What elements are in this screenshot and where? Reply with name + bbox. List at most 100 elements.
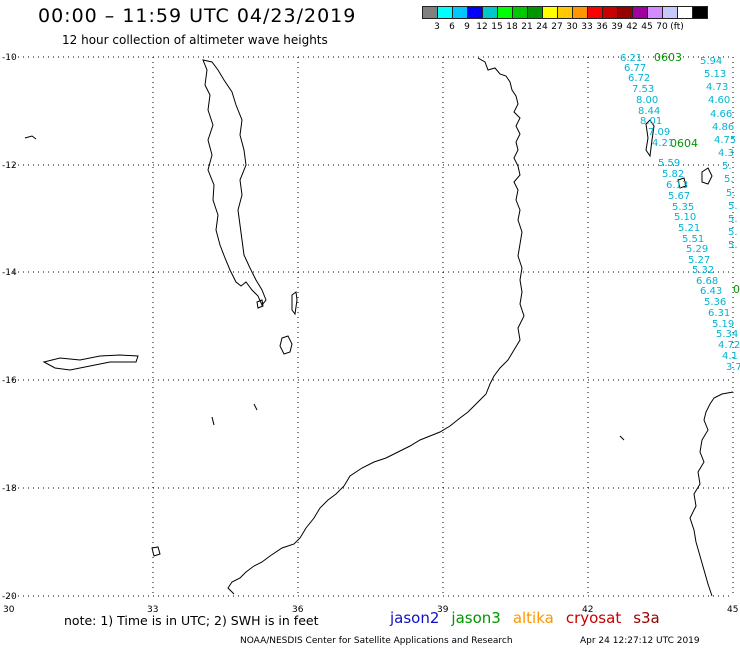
swh-value: 5.	[728, 201, 738, 212]
small-lake-outline	[24, 135, 37, 140]
legend-label: (ft)	[670, 22, 684, 32]
swh-value: 6.68	[696, 276, 718, 287]
swh-value: 5.67	[668, 191, 690, 202]
lon-label: 42	[582, 605, 593, 615]
satellite-name: jason3	[451, 609, 501, 627]
swh-value: 4.21	[652, 138, 674, 149]
swh-value: 4.1	[722, 351, 738, 362]
legend-label: 39	[611, 22, 623, 32]
map-subtitle: 12 hour collection of altimeter wave hei…	[62, 33, 328, 47]
lat-label: -14	[2, 268, 17, 278]
swh-value: 4.72	[718, 340, 740, 351]
islet-outline	[256, 299, 264, 309]
swh-value: 8.44	[638, 106, 660, 117]
map-title: 00:00 – 11:59 UTC 04/23/2019	[38, 5, 357, 27]
comoros-island-outline	[645, 119, 655, 158]
swh-value: 5.29	[686, 244, 708, 255]
swh-value: 6.21	[620, 53, 642, 64]
lat-lon-grid	[8, 56, 734, 597]
mozambique-coastline	[227, 57, 525, 595]
generated-timestamp: Apr 24 12:27:12 UTC 2019	[580, 636, 700, 646]
swh-value: 5.35	[672, 202, 694, 213]
swh-value: 5.51	[682, 234, 704, 245]
lon-label: 30	[3, 605, 15, 615]
comoros-island-outline	[701, 167, 713, 185]
satellite-legend: jason2 jason3 altika cryosat s3a	[390, 609, 672, 627]
track-time-label: 0603	[654, 51, 682, 64]
swh-value: 5.21	[678, 223, 700, 234]
swh-value: 5.	[724, 174, 734, 185]
legend-label: 36	[596, 22, 608, 32]
satellite-name: jason2	[390, 609, 440, 627]
lon-label: 36	[292, 605, 304, 615]
swh-value: 6.13	[666, 180, 688, 191]
islet-outline	[291, 291, 298, 316]
swh-value: 7.53	[632, 84, 654, 95]
legend-label: 6	[449, 22, 455, 32]
swh-track-b: 5.94 5.13 4.73 4.60 4.66 4.86 4.75 4.3 5…	[700, 56, 738, 251]
units-note: note: 1) Time is in UTC; 2) SWH is in fe…	[64, 613, 319, 628]
legend-label: 45	[641, 22, 653, 32]
swh-value: 3.7	[726, 362, 740, 373]
swh-value: 5.	[728, 240, 738, 251]
swh-value: 5.82	[662, 169, 684, 180]
swh-value: 6.43	[700, 286, 722, 297]
legend-label: 12	[476, 22, 488, 32]
swh-value: 5.59	[658, 158, 680, 169]
madagascar-coastline	[689, 391, 734, 597]
swh-value: 6.77	[624, 63, 646, 74]
swh-value: 5.94	[700, 56, 722, 67]
satellite-name: cryosat	[565, 609, 622, 627]
swh-value: 5.36	[704, 297, 726, 308]
lat-label: -10	[2, 53, 17, 63]
swh-value: 4.86	[712, 122, 734, 133]
lake-malawi-outline	[202, 59, 267, 306]
satellite-name: altika	[512, 609, 554, 627]
lon-label: 33	[147, 605, 158, 615]
swh-value: 4.66	[710, 109, 732, 120]
swh-value: 5.27	[688, 255, 710, 266]
swh-value: 7.09	[648, 127, 670, 138]
swh-value: 6.31	[708, 308, 730, 319]
small-lake-outline	[211, 416, 215, 426]
swh-value: 5.32	[692, 265, 714, 276]
swh-value: 5.34	[716, 329, 738, 340]
swh-track-a: 6.21 6.77 6.72 7.53 8.00 8.44 8.01 7.09 …	[620, 53, 740, 373]
color-scale-labels: 3 6 9 12 15 18 21 24 27 30 33 36 39 42 45 70 (ft)	[422, 22, 732, 34]
legend-label: 21	[521, 22, 533, 32]
swh-value: 4.3	[718, 148, 734, 159]
swh-value: 5.19	[712, 319, 734, 330]
lat-label: -18	[2, 484, 17, 494]
swh-value: 4.75	[714, 135, 736, 146]
swh-value: 6.72	[628, 73, 650, 84]
swh-value: 4.60	[708, 95, 730, 106]
swh-value: 8.01	[640, 116, 662, 127]
credit-text: NOAA/NESDIS Center for Satellite Applica…	[240, 636, 513, 646]
legend-label: 30	[566, 22, 578, 32]
legend-label: 18	[506, 22, 518, 32]
small-lake-outline	[151, 546, 161, 557]
legend-label: 33	[581, 22, 593, 32]
color-scale-legend	[422, 6, 708, 19]
lat-label: -12	[2, 161, 17, 171]
lon-label: 39	[437, 605, 449, 615]
legend-label: 9	[464, 22, 470, 32]
legend-label: 42	[626, 22, 638, 32]
swh-value: 5.13	[704, 69, 726, 80]
legend-label: 27	[551, 22, 563, 32]
legend-label: 3	[434, 22, 440, 32]
swh-value: 5.	[726, 188, 736, 199]
swh-value: 5.	[722, 161, 732, 172]
track-marker: 0	[733, 283, 740, 296]
satellite-name: s3a	[633, 609, 660, 627]
swh-value: 5.	[728, 227, 738, 238]
swh-value: 8.00	[636, 95, 658, 106]
swh-value: 5.	[728, 214, 738, 225]
track-time-label: 0604	[670, 137, 698, 150]
legend-swatch	[692, 6, 708, 19]
legend-label: 24	[536, 22, 548, 32]
lake-chilwa-outline	[279, 335, 293, 355]
comoros-island-outline	[677, 177, 687, 189]
coastlines	[24, 57, 734, 597]
